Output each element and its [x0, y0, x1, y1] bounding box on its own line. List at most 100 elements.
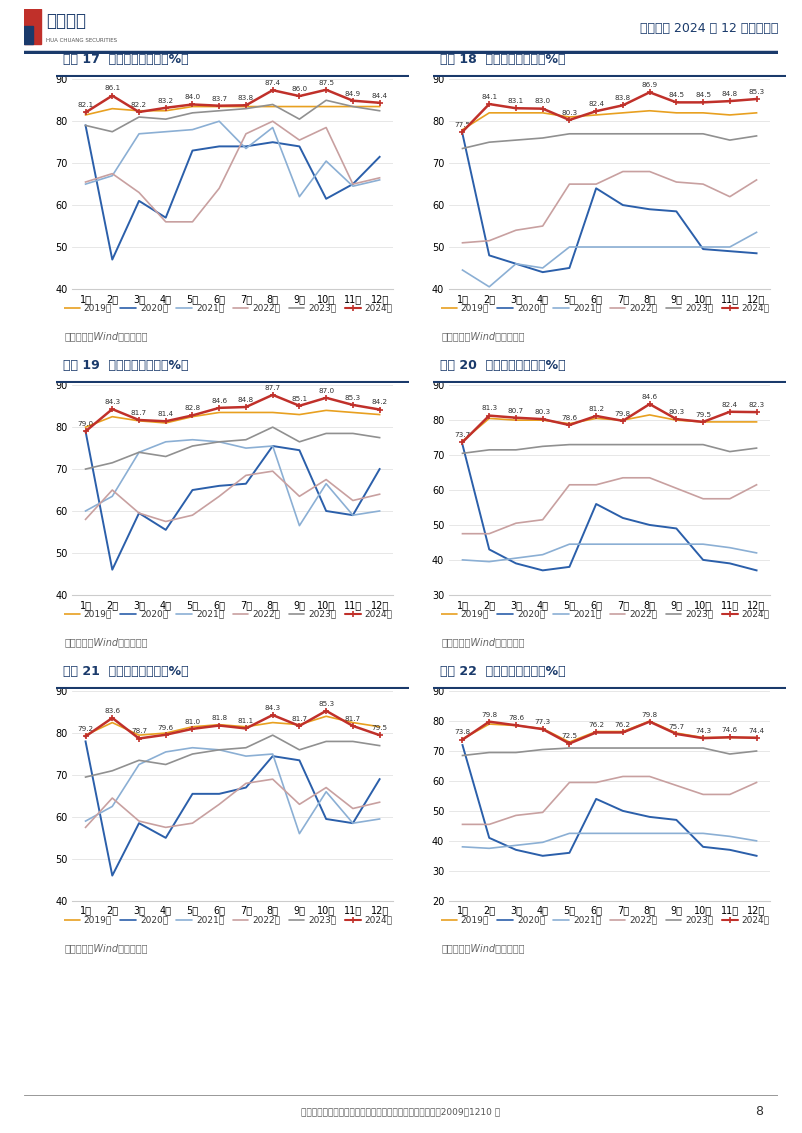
Text: 85.3: 85.3 [748, 88, 764, 95]
Text: 79.8: 79.8 [481, 712, 497, 717]
Bar [44, 9, 105, 44]
Text: 81.7: 81.7 [291, 716, 307, 722]
Text: 79.5: 79.5 [371, 725, 387, 731]
Text: 2021年: 2021年 [573, 610, 602, 619]
Text: 2019年: 2019年 [460, 610, 489, 619]
Text: 2024年: 2024年 [742, 915, 769, 925]
Text: 80.7: 80.7 [508, 408, 524, 414]
Text: 图表 22  国航国际客座率（%）: 图表 22 国航国际客座率（%） [440, 665, 565, 678]
Text: 2024年: 2024年 [364, 304, 392, 313]
Text: 2024年: 2024年 [742, 304, 769, 313]
Text: 87.5: 87.5 [318, 79, 334, 86]
Text: 2020年: 2020年 [140, 304, 168, 313]
Text: 82.3: 82.3 [748, 402, 764, 408]
Text: 2021年: 2021年 [196, 304, 225, 313]
Text: 84.8: 84.8 [722, 91, 738, 97]
Text: 81.3: 81.3 [481, 406, 497, 411]
Text: 73.8: 73.8 [455, 730, 471, 735]
Text: 87.7: 87.7 [265, 385, 281, 391]
Text: 2024年: 2024年 [742, 610, 769, 619]
Text: 2020年: 2020年 [140, 610, 168, 619]
Text: 72.5: 72.5 [561, 733, 577, 740]
Text: 2024年: 2024年 [364, 610, 392, 619]
Text: HUA CHUANG SECURITIES: HUA CHUANG SECURITIES [46, 39, 117, 43]
Text: 81.8: 81.8 [211, 715, 227, 722]
Text: 图表 20  东航国际客座率（%）: 图表 20 东航国际客座率（%） [440, 359, 565, 372]
Text: 79.0: 79.0 [78, 421, 94, 427]
Text: 86.0: 86.0 [291, 86, 307, 92]
Text: 图表 18  南航国际客座率（%）: 图表 18 南航国际客座率（%） [440, 53, 565, 66]
Text: 75.7: 75.7 [668, 724, 684, 730]
Text: 82.4: 82.4 [588, 101, 604, 107]
Text: 2022年: 2022年 [252, 915, 280, 925]
Text: 81.1: 81.1 [238, 718, 254, 724]
Text: 2020年: 2020年 [516, 304, 545, 313]
Text: 2022年: 2022年 [630, 610, 657, 619]
Text: 2021年: 2021年 [196, 915, 225, 925]
Text: 83.8: 83.8 [238, 95, 254, 101]
Text: 78.6: 78.6 [561, 415, 577, 420]
Text: 81.7: 81.7 [345, 716, 361, 722]
Text: 86.1: 86.1 [104, 85, 120, 92]
Text: 84.5: 84.5 [695, 92, 711, 99]
Text: 2021年: 2021年 [573, 915, 602, 925]
Text: 80.3: 80.3 [535, 409, 551, 415]
Text: 华创证券: 华创证券 [46, 11, 86, 29]
Text: 76.2: 76.2 [615, 722, 631, 729]
Text: 79.8: 79.8 [615, 410, 631, 417]
Text: 2019年: 2019年 [83, 610, 112, 619]
Text: 资料来源：Wind、华创证券: 资料来源：Wind、华创证券 [64, 944, 148, 953]
Text: 78.6: 78.6 [508, 715, 524, 721]
Text: 2021年: 2021年 [196, 610, 225, 619]
Text: 74.6: 74.6 [722, 727, 738, 733]
Text: 81.4: 81.4 [158, 411, 174, 417]
Text: 资料来源：Wind、华创证券: 资料来源：Wind、华创证券 [441, 638, 525, 647]
Text: 84.0: 84.0 [184, 94, 200, 101]
Text: 2020年: 2020年 [516, 610, 545, 619]
Text: 2019年: 2019年 [83, 304, 112, 313]
Text: 79.8: 79.8 [642, 712, 658, 717]
Text: 2023年: 2023年 [308, 610, 337, 619]
Text: 84.5: 84.5 [668, 92, 684, 99]
Text: 2020年: 2020年 [140, 915, 168, 925]
Text: 83.7: 83.7 [211, 95, 227, 102]
Text: 资料来源：Wind、华创证券: 资料来源：Wind、华创证券 [441, 332, 525, 341]
Text: 图表 21  国航国内客座率（%）: 图表 21 国航国内客座率（%） [63, 665, 188, 678]
Text: 2022年: 2022年 [630, 915, 657, 925]
Text: 资料来源：Wind、华创证券: 资料来源：Wind、华创证券 [64, 332, 148, 341]
Text: 82.1: 82.1 [78, 102, 94, 109]
Text: 2023年: 2023年 [685, 915, 714, 925]
Text: 2024年: 2024年 [364, 915, 392, 925]
Bar [24, 9, 42, 44]
Text: 83.8: 83.8 [615, 95, 631, 101]
Text: 79.6: 79.6 [158, 725, 174, 731]
Text: 82.2: 82.2 [131, 102, 147, 108]
Text: 84.8: 84.8 [238, 397, 254, 403]
Text: 81.2: 81.2 [588, 406, 604, 411]
Bar [24, 26, 33, 44]
Text: 2023年: 2023年 [308, 915, 337, 925]
Text: 84.3: 84.3 [104, 399, 120, 404]
Text: 2022年: 2022年 [252, 610, 280, 619]
Text: 2019年: 2019年 [83, 915, 112, 925]
Text: 84.1: 84.1 [481, 94, 497, 100]
Text: 86.9: 86.9 [642, 82, 658, 88]
Text: 79.5: 79.5 [695, 411, 711, 418]
Text: 73.7: 73.7 [455, 432, 471, 438]
Text: 82.8: 82.8 [184, 406, 200, 411]
Text: 87.4: 87.4 [265, 80, 281, 86]
Text: 83.1: 83.1 [508, 99, 524, 104]
Text: 2022年: 2022年 [252, 304, 280, 313]
Text: 83.2: 83.2 [158, 97, 174, 103]
Text: 83.0: 83.0 [535, 99, 551, 104]
Text: 79.2: 79.2 [78, 726, 94, 732]
Text: 2022年: 2022年 [630, 304, 657, 313]
Text: 2023年: 2023年 [685, 610, 714, 619]
Text: 80.3: 80.3 [668, 409, 684, 415]
Text: 2021年: 2021年 [573, 304, 602, 313]
Text: 78.7: 78.7 [131, 729, 147, 734]
Text: 81.7: 81.7 [131, 410, 147, 416]
Text: 84.2: 84.2 [371, 399, 387, 406]
Text: 资料来源：Wind、华创证券: 资料来源：Wind、华创证券 [441, 944, 525, 953]
Text: 2019年: 2019年 [460, 304, 489, 313]
